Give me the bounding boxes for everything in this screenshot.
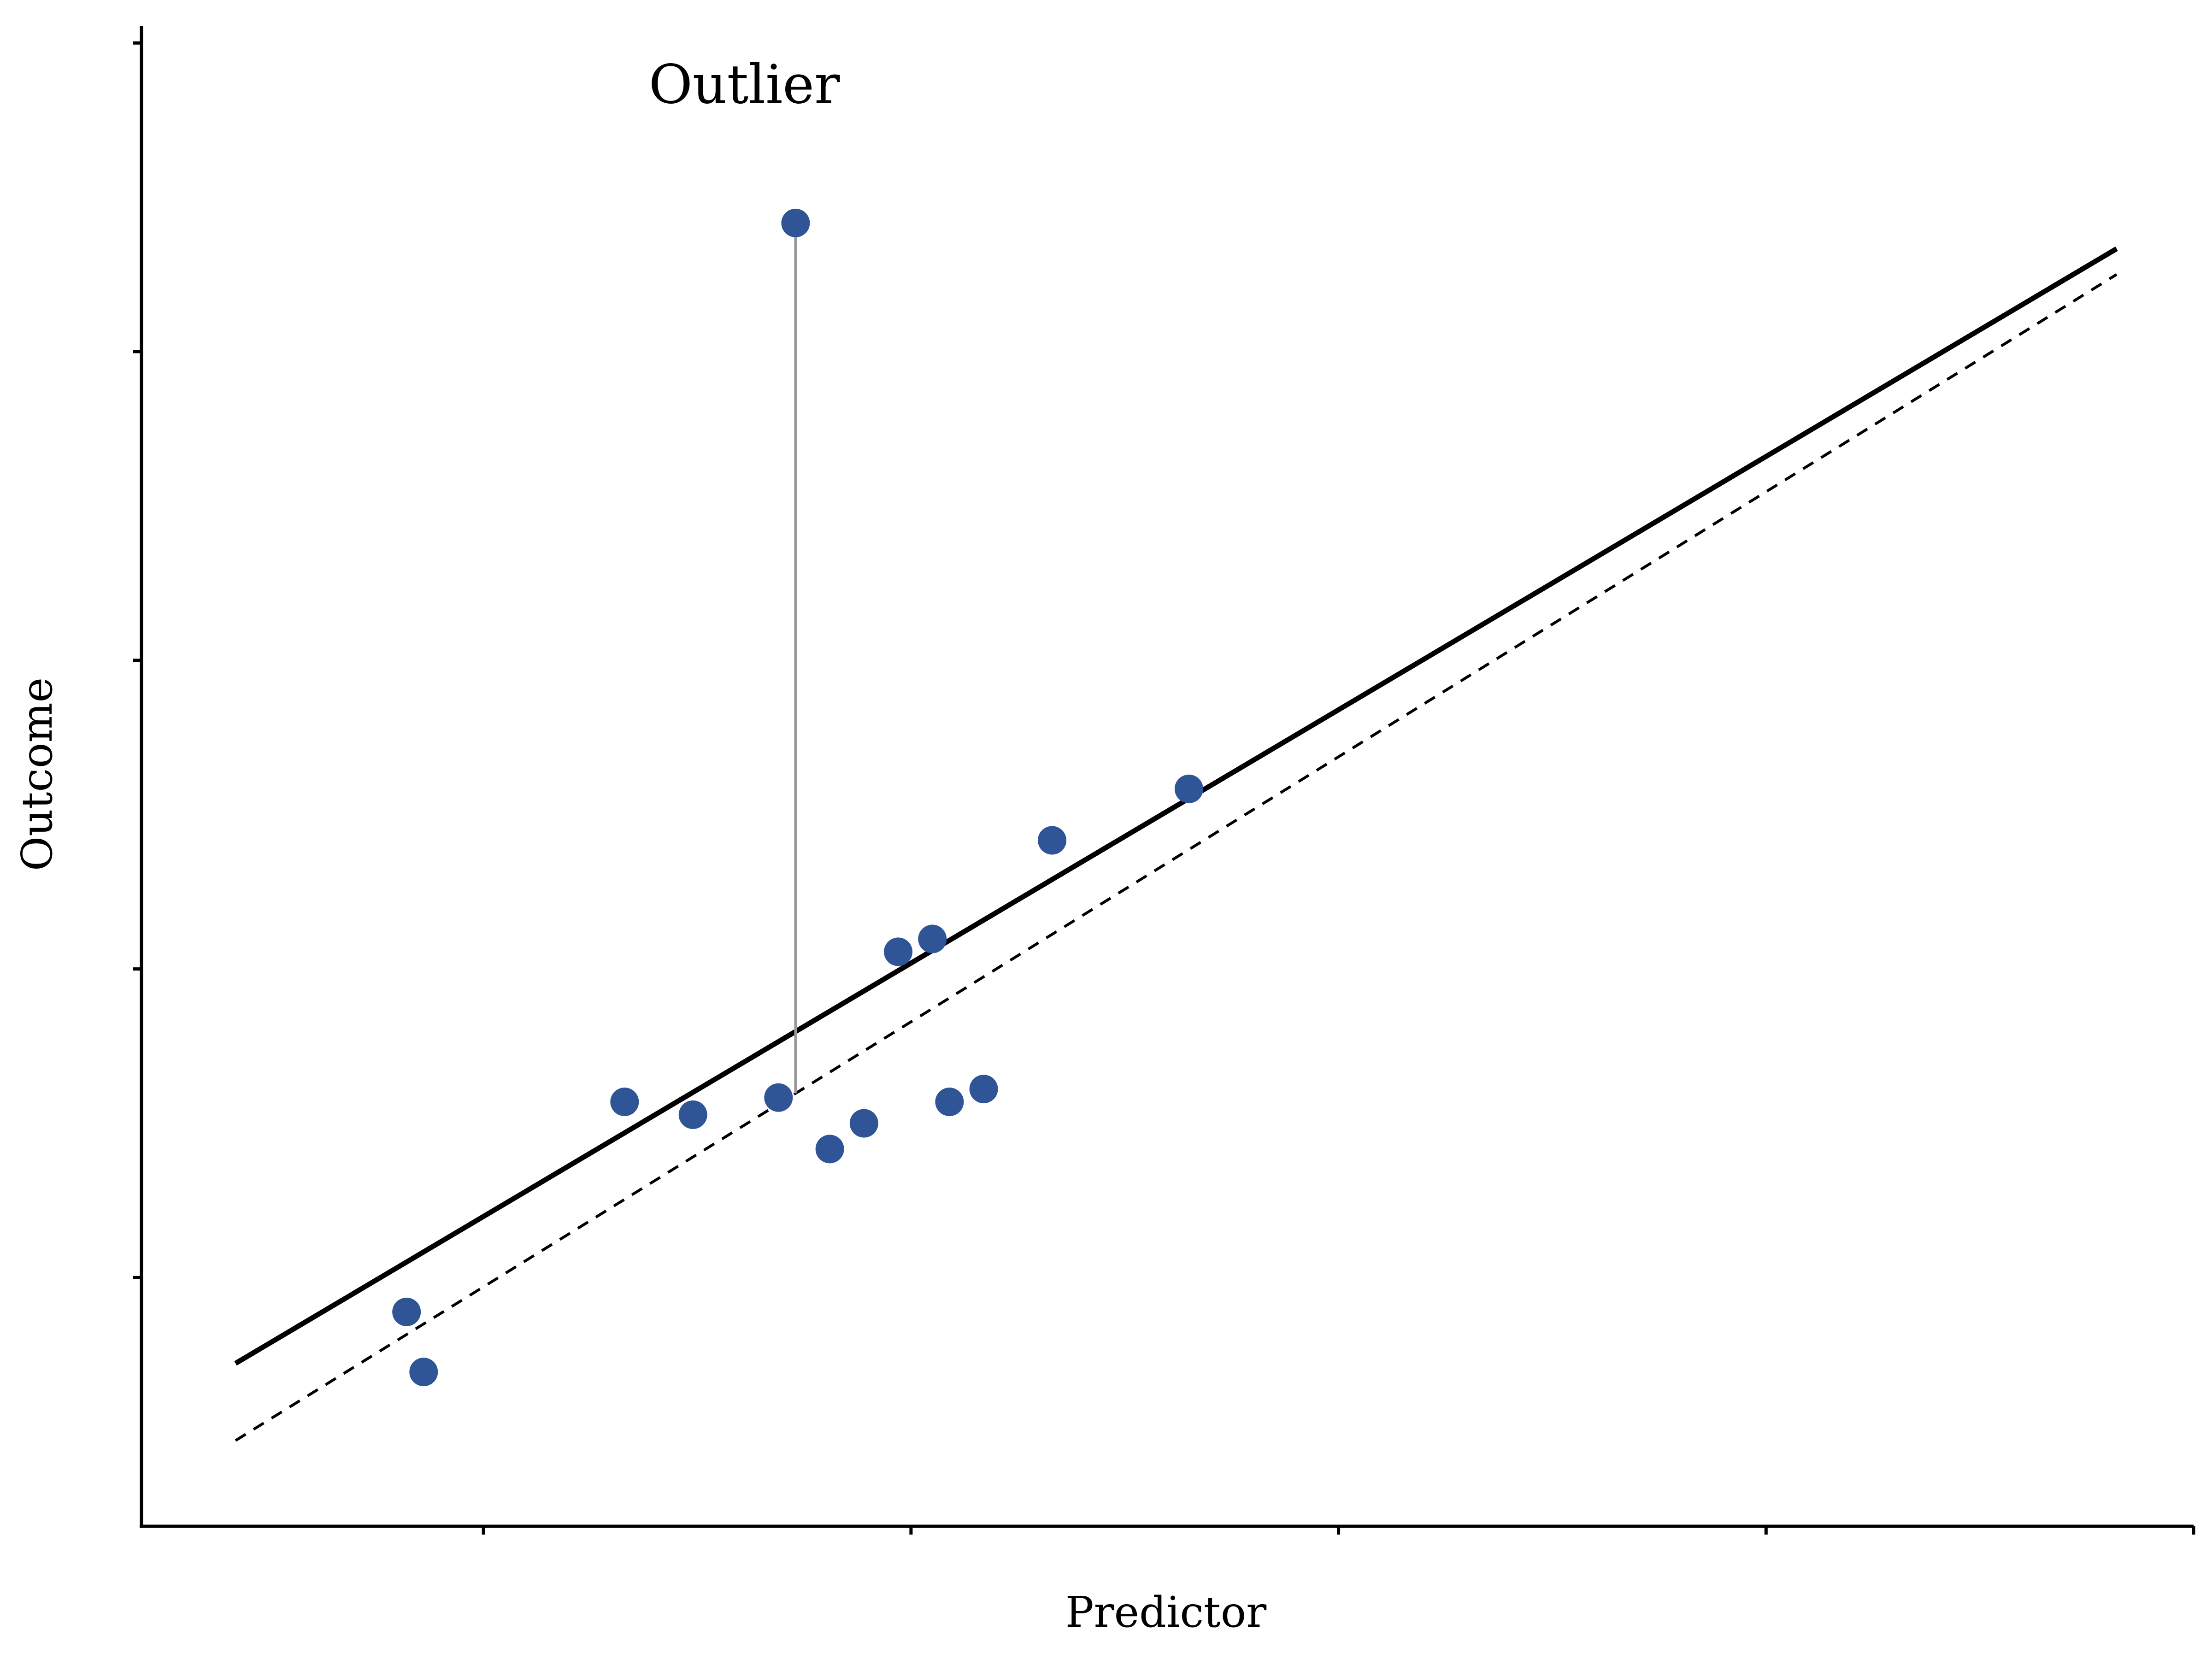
data-point [935,1088,964,1117]
data-point [815,1135,844,1164]
data-point [1174,774,1203,803]
data-point [409,1358,438,1387]
fit-line-solid [234,247,2118,1366]
data-points [392,208,1203,1387]
data-point [884,937,913,966]
data-point [1038,826,1067,855]
fit-lines [234,247,2118,1442]
data-point [781,208,810,237]
data-point [678,1100,707,1129]
data-point [764,1083,793,1112]
data-point [392,1297,421,1326]
data-point [918,924,947,953]
data-point [849,1109,878,1138]
data-point [610,1088,639,1117]
x-axis-label: Predictor [1065,1588,1267,1637]
fit-line-dashed [235,273,2118,1442]
ticks [133,41,2195,1535]
y-axis-label: Outcome [12,677,62,871]
axes [140,26,2194,1528]
data-point [969,1075,998,1104]
annotation-outlier: Outlier [649,53,840,116]
